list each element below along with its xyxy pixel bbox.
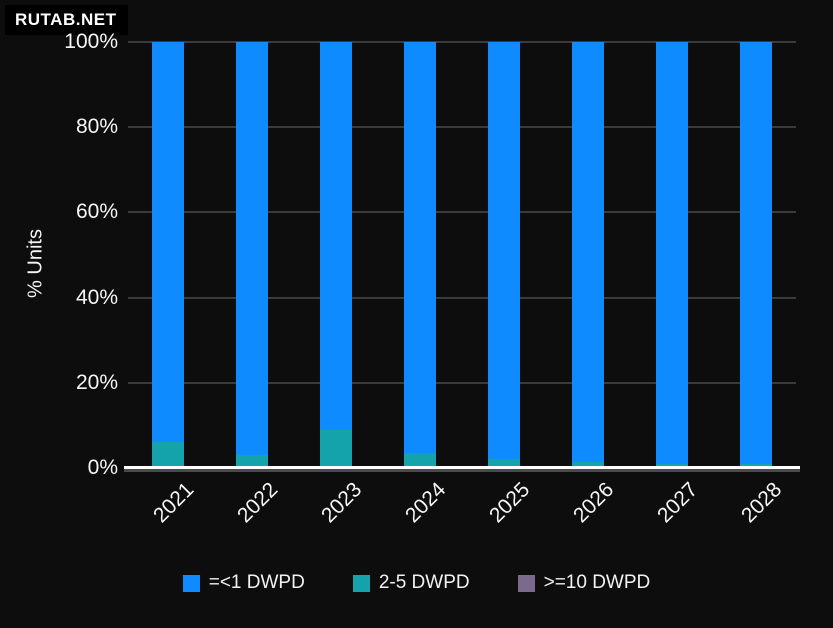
x-tick-label-2022: 2022 — [232, 478, 283, 528]
bar-segment — [572, 42, 604, 462]
bar-segment — [152, 42, 184, 443]
bar-2027 — [656, 42, 688, 468]
gridline-80 — [128, 126, 796, 129]
y-tick-label-20: 20% — [75, 370, 118, 394]
legend: =<1 DWPD 2-5 DWPD >=10 DWPD — [0, 572, 833, 594]
legend-label: >=10 DWPD — [543, 572, 651, 593]
bar-2023 — [320, 42, 352, 468]
legend-label: 2-5 DWPD — [378, 572, 470, 593]
x-tick-label-2028: 2028 — [736, 478, 787, 528]
x-tick-label-2027: 2027 — [652, 478, 703, 528]
x-tick-label-2023: 2023 — [316, 478, 367, 528]
x-axis-tick-labels: 2021 2022 2023 2024 2025 2026 2027 2028 — [128, 478, 800, 548]
bar-2025 — [488, 42, 520, 468]
bar-segment — [404, 453, 436, 468]
x-tick-label-2026: 2026 — [568, 478, 619, 528]
bar-segment — [488, 42, 520, 460]
legend-item: >=10 DWPD — [517, 572, 651, 594]
x-axis-line — [124, 466, 800, 469]
legend-item: 2-5 DWPD — [352, 572, 470, 594]
legend-swatch — [352, 574, 370, 592]
x-tick-label-2025: 2025 — [484, 478, 535, 528]
bar-2024 — [404, 42, 436, 468]
bar-segment — [320, 429, 352, 468]
bar-2028 — [740, 42, 772, 468]
legend-label: =<1 DWPD — [208, 572, 305, 593]
bar-segment — [236, 42, 268, 456]
y-tick-label-80: 80% — [75, 115, 118, 139]
bar-segment — [656, 42, 688, 464]
plot-area — [124, 41, 800, 469]
bar-segment — [740, 42, 772, 464]
legend-item: =<1 DWPD — [182, 572, 305, 594]
bar-segment — [152, 442, 184, 468]
bar-segment — [572, 461, 604, 468]
gridline-60 — [128, 211, 796, 214]
y-tick-label-40: 40% — [75, 285, 118, 309]
x-tick-label-2021: 2021 — [148, 478, 199, 528]
bar-segment — [488, 459, 520, 468]
y-axis-tick-labels: 0% 20% 40% 60% 80% 100% — [0, 30, 118, 479]
bar-segment — [740, 463, 772, 468]
bar-segment — [236, 455, 268, 468]
y-tick-label-100: 100% — [64, 30, 118, 53]
legend-swatch — [517, 574, 535, 592]
bar-segment — [656, 463, 688, 468]
legend-swatch — [182, 574, 200, 592]
bar-2022 — [236, 42, 268, 468]
gridline-40 — [128, 296, 796, 299]
bar-2021 — [152, 42, 184, 468]
watermark-badge: RUTAB.NET — [5, 5, 129, 35]
y-tick-label-60: 60% — [75, 200, 118, 224]
bar-2026 — [572, 42, 604, 468]
bar-segment — [404, 42, 436, 454]
y-tick-label-0: 0% — [87, 456, 118, 479]
x-tick-label-2024: 2024 — [400, 478, 451, 528]
bar-segment — [320, 42, 352, 430]
gridline-20 — [128, 381, 796, 384]
gridline-100 — [128, 41, 796, 43]
